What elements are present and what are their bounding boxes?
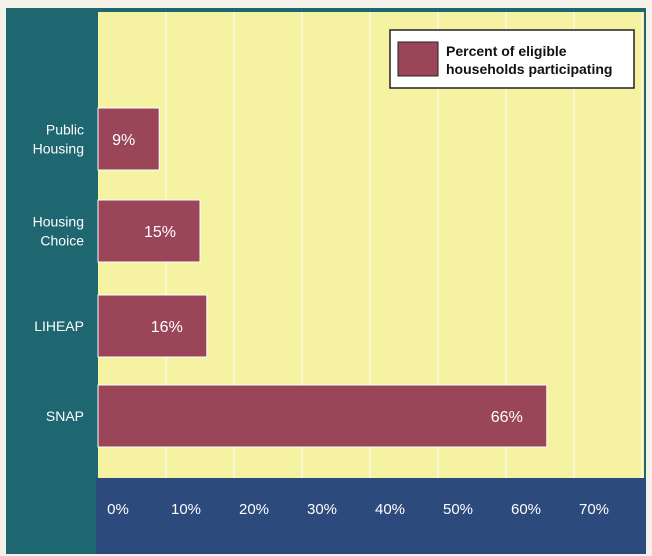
category-label: LIHEAP (34, 318, 84, 334)
legend: Percent of eligible households participa… (389, 29, 635, 89)
category-label: Public (46, 122, 84, 138)
bar (97, 199, 201, 263)
legend-label-line-2: households participating (446, 61, 612, 77)
bars (97, 107, 548, 448)
bar-value-label: 16% (151, 319, 183, 336)
bar-value-labels: 9% 15% 16% 66% (112, 132, 523, 426)
category-label: Housing (33, 141, 84, 157)
bar-value-label: 15% (144, 224, 176, 241)
bar (97, 107, 160, 171)
category-labels: Public Housing Housing Choice LIHEAP SNAP (33, 122, 85, 425)
x-tick-label: 30% (307, 501, 337, 518)
bar (97, 384, 548, 448)
x-tick-label: 40% (375, 501, 405, 518)
x-axis-band (96, 478, 646, 554)
x-tick-label: 60% (511, 501, 541, 518)
category-label: Choice (40, 233, 84, 249)
x-tick-label: 0% (107, 501, 129, 518)
x-tick-label: 10% (171, 501, 201, 518)
bar-value-label: 66% (491, 409, 523, 426)
category-label: SNAP (46, 408, 84, 424)
bar (97, 294, 208, 358)
legend-swatch (397, 41, 439, 77)
x-tick-label: 50% (443, 501, 473, 518)
bar-value-label: 9% (112, 132, 135, 149)
x-tick-labels: 0% 10% 20% 30% 40% 50% 60% 70% (107, 501, 609, 518)
x-tick-label: 70% (579, 501, 609, 518)
x-tick-label: 20% (239, 501, 269, 518)
legend-label-line-1: Percent of eligible (446, 43, 567, 59)
category-label: Housing (33, 214, 84, 230)
